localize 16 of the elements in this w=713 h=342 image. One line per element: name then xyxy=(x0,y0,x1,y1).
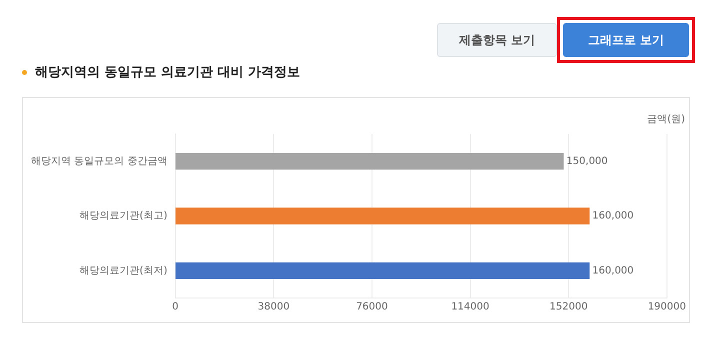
chart-title: 해당지역의 동일규모 의료기관 대비 가격정보 xyxy=(35,65,300,80)
x-axis-title: 금액(원) xyxy=(647,114,686,125)
text: 그래프로 보기 xyxy=(563,23,689,57)
y-tick-label: 해당의료기관(최저) xyxy=(80,265,168,276)
y-tick-label: 해당의료기관(최고) xyxy=(80,210,168,222)
data-label: 160,000 xyxy=(592,210,634,222)
x-tick-label: 0 xyxy=(172,302,179,313)
x-tick-label: 152000 xyxy=(550,302,588,313)
x-tick-label: 190000 xyxy=(648,302,686,313)
y-tick-label: 해당지역 동일규모의 중간금액 xyxy=(31,156,168,167)
x-tick-label: 38000 xyxy=(258,302,290,313)
x-tick-label: 114000 xyxy=(451,302,490,313)
data-label: 160,000 xyxy=(592,265,634,276)
text: 제출항목 보기 xyxy=(437,23,557,57)
data-label: 150,000 xyxy=(566,156,608,167)
x-tick-label: 76000 xyxy=(356,302,388,313)
